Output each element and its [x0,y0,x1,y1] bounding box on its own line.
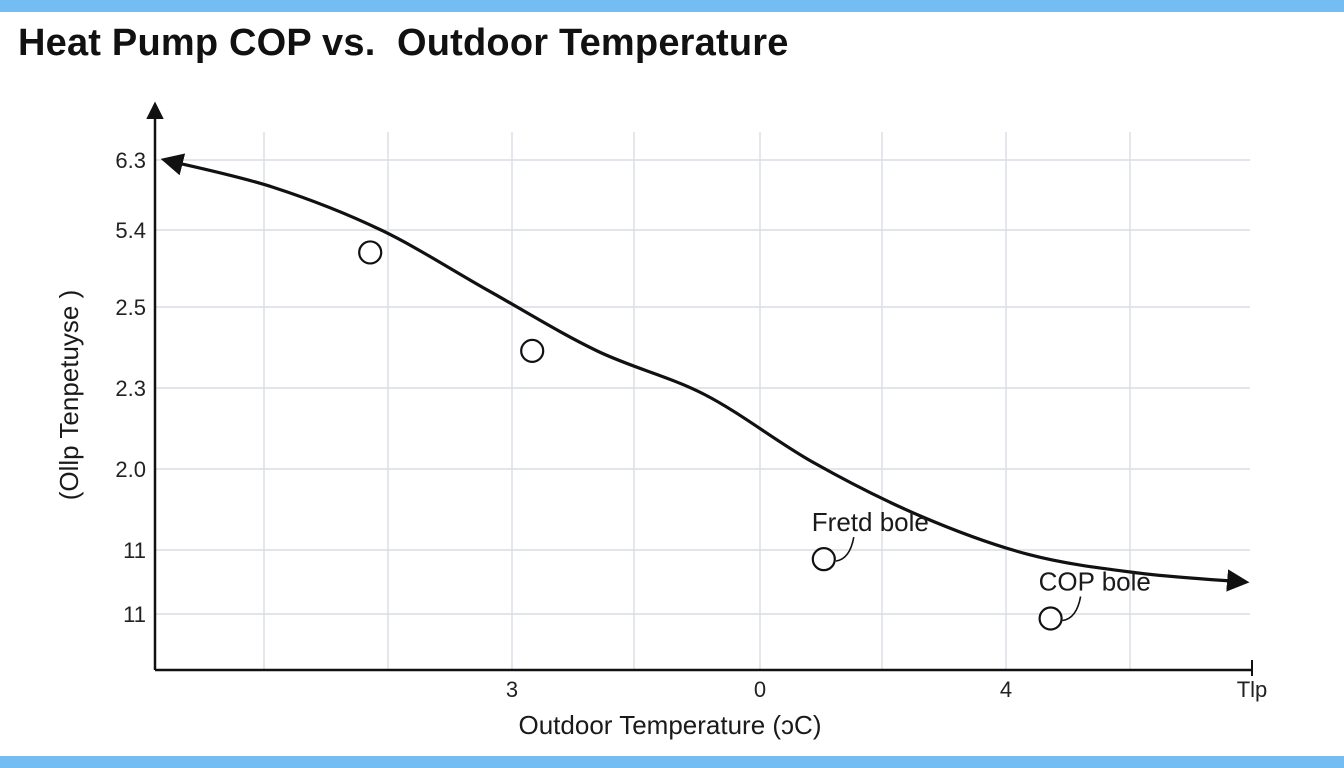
x-tick-label: 0 [754,677,766,702]
x-tick-label: Tlp [1237,677,1268,702]
chart-title: Heat Pump COP vs. Outdoor Temperature [18,22,789,64]
y-tick-label: 2.3 [115,376,146,401]
x-tick-label: 4 [1000,677,1012,702]
data-point-marker [1038,606,1063,631]
data-point-marker [358,240,383,265]
top-accent-bar [0,0,1344,12]
annotation-leader [835,536,855,562]
y-tick-label: 6.3 [115,148,146,173]
x-axis-label: Outdoor Temperature (ɔC) [519,710,822,740]
y-axis-label: (Ollp Tenpetuyse ) [54,290,84,501]
cop-curve [160,153,1250,592]
y-tick-label: 2.5 [115,295,146,320]
bottom-accent-bar [0,756,1344,768]
x-tick-labels: 3 0 4 Tlp [506,677,1267,702]
annotations: Fretd bole COP bole [812,507,1151,622]
annotation-label: Fretd bole [812,507,929,537]
y-tick-label: 2.0 [115,457,146,482]
annotation-leader [1062,596,1082,622]
y-tick-label: 5.4 [115,218,146,243]
y-tick-labels: 6.3 5.4 2.5 2.3 2.0 11 11 [115,148,146,627]
x-tick-label: 3 [506,677,518,702]
annotation-label: COP bole [1039,567,1151,597]
y-tick-label: 11 [123,602,146,627]
y-tick-label: 11 [123,538,146,563]
data-point-marker [520,338,545,363]
data-markers [358,240,1063,631]
data-point-marker [811,547,836,572]
